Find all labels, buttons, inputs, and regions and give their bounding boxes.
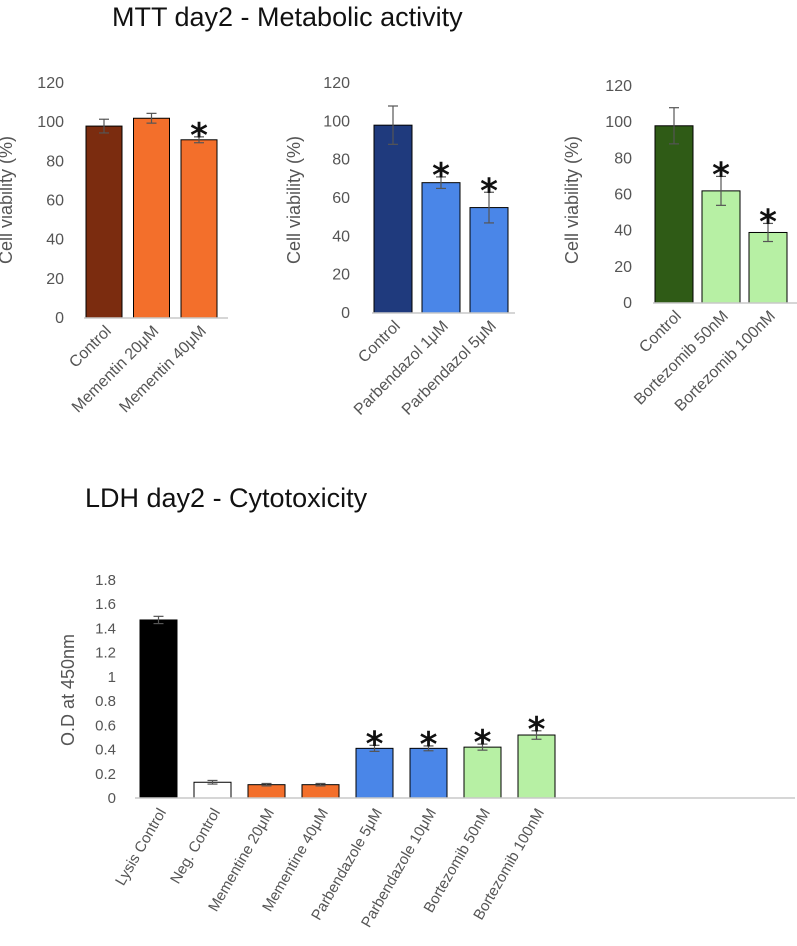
significance-star: * [528,710,546,750]
bar [247,784,286,799]
y-tick-label: 60 [614,187,632,204]
y-tick-label: 120 [37,75,64,92]
y-tick-label: 1 [108,669,116,686]
x-category-label: Lysis Control [112,806,170,889]
y-tick-label: 80 [332,152,350,169]
y-tick-label: 1.2 [95,645,116,662]
y-tick-label: 0.4 [95,742,116,759]
y-tick-label: 0.8 [95,693,116,710]
y-tick-label: 80 [46,153,64,170]
significance-star: * [480,171,498,211]
y-axis-label: Cell viability (%) [0,136,16,264]
significance-star: * [190,116,208,156]
significance-star: * [420,725,438,765]
bar [133,117,170,319]
mtt-title: MTT day2 - Metabolic activity [112,2,463,32]
bar [463,746,502,799]
y-tick-label: 0 [623,295,632,312]
significance-star: * [759,202,777,242]
y-tick-label: 100 [323,113,350,130]
y-tick-label: 120 [323,75,350,92]
y-tick-label: 1.4 [95,620,116,637]
y-tick-label: 20 [332,267,350,284]
y-axis-label: Cell viability (%) [284,136,304,264]
y-tick-label: 60 [46,193,64,210]
y-tick-label: 0 [55,310,64,327]
y-tick-label: 40 [46,232,64,249]
chart-1: 0 20 40 60 80 100 120 Cell viability (%) Control… [0,75,228,416]
x-category-label: Control [66,323,114,371]
x-category-label: Neg. Control [167,806,224,887]
y-tick-label: 0 [341,305,350,322]
y-tick-label: 100 [37,114,64,131]
y-tick-label: 40 [614,223,632,240]
significance-star: * [432,156,450,196]
x-category-label: Mementin 20μM [69,323,162,416]
bar [748,231,788,304]
y-tick-label: 40 [332,228,350,245]
bar [301,784,340,799]
bar [85,125,123,319]
x-category-label: Control [355,318,403,366]
y-tick-label: 100 [605,114,632,131]
bar [654,125,694,304]
chart-4: 0 0.2 0.4 0.6 0.8 1 1.2 1.4 1.6 1.8 O.D at 450nm Ly… [58,572,795,931]
y-tick-label: 20 [614,259,632,276]
bar [180,139,218,319]
y-tick-label: 80 [614,150,632,167]
chart-2: 0 20 40 60 80 100 120 Cell viability (%) Control… [284,75,515,419]
bar [373,124,413,314]
y-tick-label: 60 [332,190,350,207]
y-tick-label: 1.6 [95,596,116,613]
y-axis-label: O.D at 450nm [58,634,78,746]
y-tick-label: 120 [605,78,632,95]
bar [139,619,178,799]
y-tick-label: 0.2 [95,766,116,783]
ldh-title: LDH day2 - Cytotoxicity [85,483,368,513]
x-category-label: Mementin 40μM [116,323,209,416]
bar [421,182,461,314]
y-tick-label: 20 [46,271,64,288]
y-tick-label: 0.6 [95,717,116,734]
significance-star: * [712,155,730,195]
significance-star: * [474,723,492,763]
x-category-label: Parbendazol 5μM [399,318,500,419]
significance-star: * [366,724,384,764]
y-tick-label: 1.8 [95,572,116,589]
y-axis-label: Cell viability (%) [562,136,582,264]
bar [355,747,394,799]
bar [701,190,741,304]
y-tick-label: 0 [108,790,116,807]
